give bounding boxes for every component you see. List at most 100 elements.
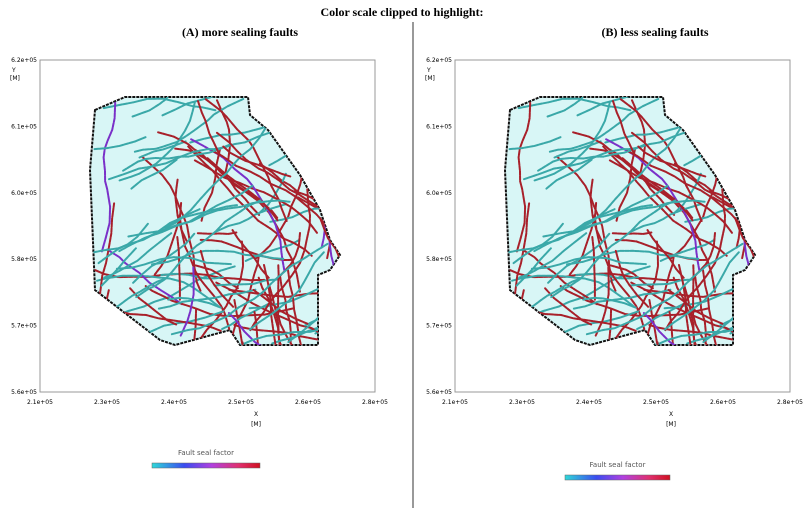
- fault-trace: [157, 288, 257, 310]
- fault-trace: [518, 232, 588, 279]
- fault-trace: [637, 145, 707, 178]
- fault-trace: [167, 296, 222, 309]
- y-axis-unit: [M]: [425, 75, 435, 82]
- map-panel: (A) more sealing faults 6.2e+05 6.1e+05 6.0…: [10, 25, 388, 469]
- y-axis-name: Y: [11, 67, 16, 74]
- fault-trace: [130, 158, 178, 190]
- fault-trace: [102, 97, 217, 112]
- fault-trace: [672, 276, 701, 345]
- x-tick-label: 2.1e+05: [27, 399, 53, 406]
- y-tick-label: 5.7e+05: [426, 323, 452, 330]
- fault-trace: [263, 264, 291, 345]
- fault-trace: [227, 312, 286, 345]
- fault-trace: [118, 184, 254, 253]
- fault-trace: [643, 253, 675, 345]
- fault-trace: [252, 288, 310, 325]
- colorbar: [151, 462, 261, 469]
- fault-trace: [602, 145, 728, 257]
- fault-trace: [533, 100, 611, 182]
- fault-trace: [523, 130, 691, 181]
- y-tick-label: 6.1e+05: [11, 123, 37, 130]
- fault-trace: [271, 321, 340, 345]
- x-tick-label: 2.5e+05: [643, 399, 669, 406]
- fault-trace: [614, 249, 650, 308]
- fault-trace: [106, 248, 183, 306]
- fault-trace: [647, 183, 716, 293]
- fault-trace: [199, 249, 235, 308]
- fault-trace: [253, 311, 297, 345]
- x-tick-label: 2.6e+05: [710, 399, 736, 406]
- fault-trace: [92, 204, 238, 254]
- fault-trace: [133, 98, 245, 153]
- fault-trace: [546, 97, 641, 118]
- fault-trace: [686, 321, 755, 345]
- fault-trace: [140, 208, 201, 241]
- fault-trace: [663, 251, 740, 331]
- fault-trace: [612, 100, 636, 156]
- fault-trace: [654, 308, 755, 345]
- figure-title: Color scale clipped to highlight:: [320, 5, 483, 19]
- fault-trace: [287, 269, 305, 345]
- fault-trace: [516, 276, 584, 316]
- colorbar-label: Fault seal factor: [590, 461, 646, 469]
- fault-trace: [100, 101, 117, 253]
- fault-trace: [101, 276, 169, 316]
- fault-trace: [232, 183, 301, 293]
- fault-trace: [193, 159, 319, 235]
- fault-trace: [115, 256, 232, 270]
- fault-trace: [96, 274, 220, 308]
- fault-trace: [621, 157, 694, 222]
- fault-trace: [196, 231, 238, 235]
- fault-trace: [138, 140, 188, 159]
- fault-trace: [93, 136, 147, 151]
- fault-trace: [545, 158, 593, 190]
- colorbar: [564, 474, 671, 481]
- x-tick-label: 2.4e+05: [576, 399, 602, 406]
- map-panel: (B) less sealing faults 6.2e+05 6.1e+05 6.0…: [425, 25, 803, 481]
- y-tick-label: 6.0e+05: [11, 190, 37, 197]
- y-axis-name: Y: [426, 67, 431, 74]
- fault-trace: [629, 203, 702, 233]
- fault-trace: [160, 272, 224, 280]
- fault-trace: [611, 231, 653, 235]
- fault-trace: [221, 301, 273, 330]
- fault-trace: [537, 143, 646, 172]
- fault-trace: [178, 214, 231, 331]
- x-tick-label: 2.5e+05: [228, 399, 254, 406]
- x-tick-label: 2.3e+05: [94, 399, 120, 406]
- fault-trace: [678, 264, 706, 345]
- fault-trace: [582, 296, 637, 309]
- fault-trace: [214, 203, 287, 233]
- fault-trace: [702, 269, 720, 345]
- fault-trace: [642, 312, 701, 345]
- y-axis-unit: [M]: [10, 75, 20, 82]
- fault-trace: [636, 301, 688, 330]
- fault-trace: [233, 324, 340, 342]
- fault-trace: [572, 288, 672, 310]
- fault-trace: [206, 157, 279, 222]
- panel-title: (A) more sealing faults: [182, 25, 298, 39]
- y-tick-label: 5.7e+05: [11, 323, 37, 330]
- fault-trace: [248, 251, 325, 331]
- y-tick-label: 5.8e+05: [426, 256, 452, 263]
- fault-trace: [231, 229, 270, 279]
- fault-trace: [507, 204, 653, 254]
- fault-trace: [576, 97, 705, 117]
- fault-trace: [319, 217, 340, 315]
- fault-trace: [702, 213, 755, 343]
- fault-trace: [566, 249, 700, 266]
- fault-trace: [222, 145, 292, 178]
- y-tick-label: 5.8e+05: [11, 256, 37, 263]
- fault-trace: [118, 100, 196, 182]
- fault-trace: [151, 249, 285, 266]
- fault-trace: [530, 256, 647, 270]
- fault-trace: [648, 324, 755, 342]
- fault-trace: [533, 184, 669, 253]
- fault-trace: [585, 242, 744, 336]
- fault-trace: [144, 285, 295, 318]
- fault-trace: [668, 311, 712, 345]
- fault-trace: [108, 130, 276, 181]
- fault-trace: [187, 145, 313, 257]
- fault-trace: [594, 266, 610, 337]
